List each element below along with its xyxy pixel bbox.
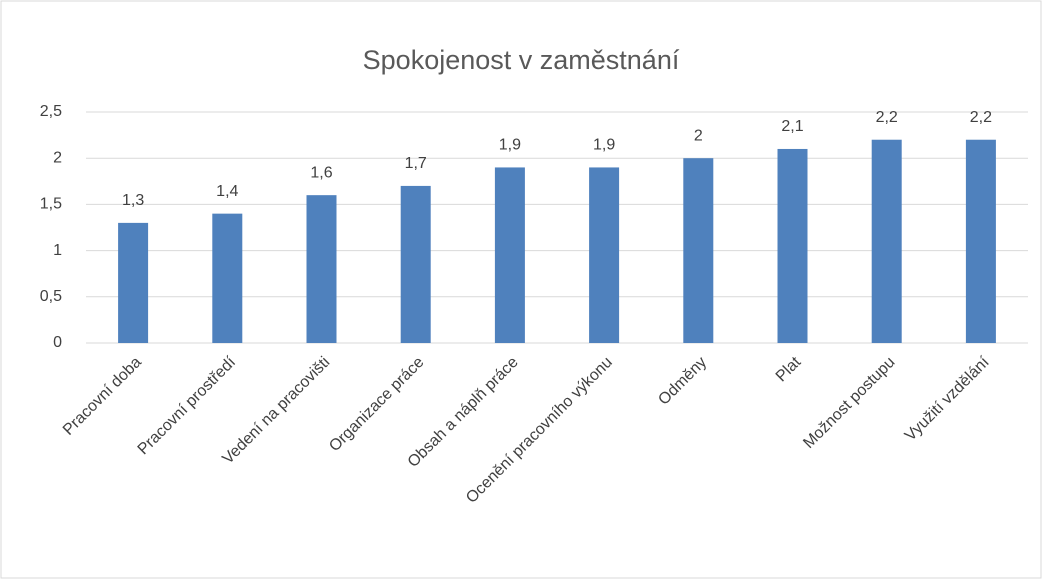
- bar: [306, 195, 337, 343]
- y-tick-label: 2,5: [40, 103, 62, 120]
- bar: [871, 139, 902, 343]
- bar: [494, 167, 525, 343]
- y-tick-label: 1,5: [40, 196, 62, 213]
- chart-title: Spokojenost v zaměstnání: [363, 45, 680, 75]
- bar: [589, 167, 620, 343]
- value-label: 2,2: [876, 109, 898, 126]
- y-tick-label: 0,5: [40, 288, 62, 305]
- y-tick-label: 2: [53, 149, 62, 166]
- bar: [683, 158, 714, 343]
- bar: [212, 213, 243, 343]
- bar: [965, 139, 996, 343]
- value-label: 1,3: [122, 192, 144, 209]
- value-label: 2: [694, 127, 703, 144]
- value-label: 1,9: [499, 137, 521, 154]
- value-label: 2,2: [970, 109, 992, 126]
- bar: [400, 185, 431, 343]
- y-tick-label: 1: [53, 242, 62, 259]
- value-label: 1,6: [310, 164, 332, 181]
- value-label: 1,4: [216, 183, 238, 200]
- value-label: 2,1: [781, 118, 803, 135]
- value-label: 1,7: [405, 155, 427, 172]
- bar: [777, 148, 808, 343]
- value-label: 1,9: [593, 137, 615, 154]
- bar: [118, 222, 149, 343]
- y-tick-label: 0: [53, 334, 62, 351]
